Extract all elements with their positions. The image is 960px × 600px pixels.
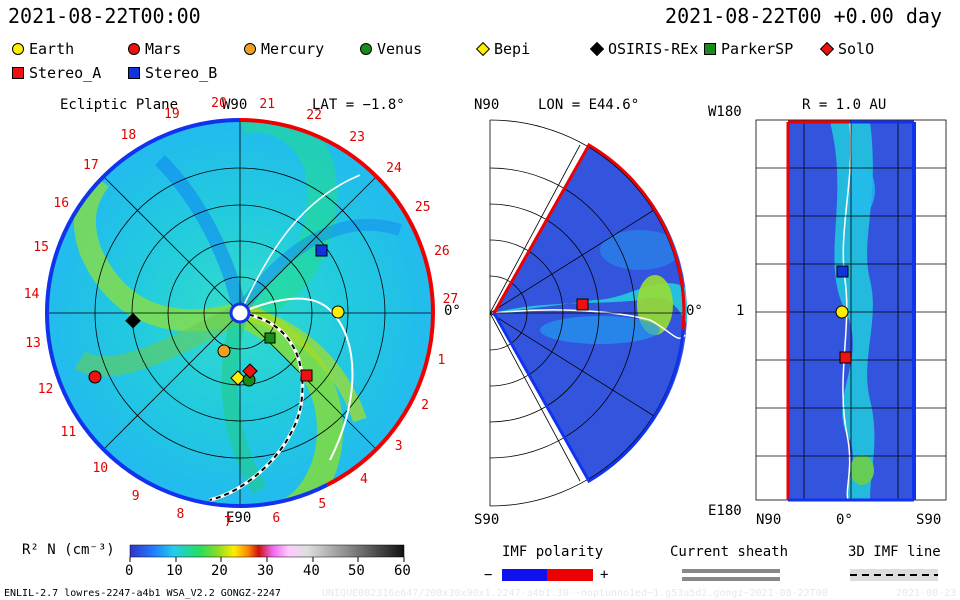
hour-label-3: 3 bbox=[394, 438, 403, 454]
bepi-position-icon bbox=[230, 370, 246, 386]
colorbar-tick-40: 40 bbox=[303, 563, 320, 579]
ecliptic-top-label: W90 bbox=[222, 97, 248, 113]
stereo-b-radial-icon bbox=[836, 265, 849, 278]
ecliptic-plane-plot bbox=[44, 118, 436, 509]
legend-solo: SolO bbox=[819, 40, 874, 58]
hour-label-4: 4 bbox=[359, 472, 368, 488]
legend-osiris-rex: OSIRIS-REx bbox=[589, 40, 698, 58]
header-left-time: 2021-08-22T00:00 bbox=[8, 4, 201, 28]
hour-label-19: 19 bbox=[164, 106, 180, 122]
mercury-marker-icon bbox=[244, 43, 256, 55]
mercury-position-icon bbox=[217, 344, 231, 358]
hour-label-12: 12 bbox=[37, 382, 54, 398]
legend-parkersp: ParkerSP bbox=[704, 40, 793, 58]
radial-x-right: S90 bbox=[916, 512, 942, 528]
footer-run-id: UNIQUE082316e647/208x30x90x1.2247-a4b1.3… bbox=[322, 588, 828, 599]
colorbar-label: R² N (cm⁻³) bbox=[22, 542, 115, 558]
hour-label-15: 15 bbox=[33, 240, 49, 256]
hour-label-16: 16 bbox=[53, 196, 70, 212]
colorbar-tick-60: 60 bbox=[394, 563, 411, 579]
stereo-a-meridional-icon bbox=[576, 298, 589, 311]
hour-label-10: 10 bbox=[92, 461, 109, 477]
hour-label-25: 25 bbox=[414, 200, 431, 216]
ecliptic-right-label: 0° bbox=[444, 303, 461, 319]
legend-earth: Earth bbox=[12, 40, 74, 58]
radial-r-label: R = 1.0 AU bbox=[802, 97, 887, 113]
parkersp-marker-icon bbox=[704, 43, 716, 55]
hour-label-8: 8 bbox=[176, 507, 185, 523]
radial-x-mid: 0° bbox=[836, 512, 853, 528]
imf-line-legend-icon bbox=[850, 569, 938, 581]
legend-stereo-b: Stereo_B bbox=[128, 64, 217, 82]
colorbar-tick-0: 0 bbox=[125, 563, 134, 579]
imf-polarity-bar bbox=[502, 569, 593, 581]
stereo-a-radial-icon bbox=[839, 351, 852, 364]
hour-label-17: 17 bbox=[83, 158, 99, 173]
density-colorbar bbox=[129, 544, 405, 562]
colorbar-tick-30: 30 bbox=[257, 563, 274, 579]
hour-label-20: 20 bbox=[211, 96, 227, 112]
earth-radial-icon bbox=[835, 305, 849, 319]
colorbar-tick-20: 20 bbox=[211, 563, 228, 579]
footer-model-info: ENLIL-2.7 lowres-2247-a4b1 WSA_V2.2 GONG… bbox=[4, 588, 281, 599]
hour-label-6: 6 bbox=[272, 511, 281, 527]
stereo-a-marker-icon bbox=[12, 67, 24, 79]
osiris-rex-position-icon bbox=[125, 312, 141, 329]
hour-label-2: 2 bbox=[421, 398, 429, 414]
hour-label-14: 14 bbox=[23, 287, 40, 303]
current-sheath-legend-icon bbox=[682, 569, 780, 581]
ecliptic-title: Ecliptic Plane bbox=[60, 97, 179, 113]
radial-mid-left: 1 bbox=[736, 303, 745, 319]
legend-mercury: Mercury bbox=[244, 40, 324, 58]
radial-bottom-left: E180 bbox=[708, 503, 742, 519]
hour-label-24: 24 bbox=[386, 161, 402, 177]
meridional-bottom-label: S90 bbox=[474, 512, 500, 528]
ecliptic-bottom-label: E90 bbox=[226, 510, 252, 526]
mars-position-icon bbox=[88, 370, 102, 384]
hour-label-1: 1 bbox=[437, 352, 446, 368]
legend-mars: Mars bbox=[128, 40, 181, 58]
radial-top-left: W180 bbox=[708, 104, 742, 120]
parkersp-position-icon bbox=[264, 332, 276, 344]
current-sheath-label: Current sheath bbox=[670, 544, 789, 560]
stereo-a-position-icon bbox=[300, 369, 313, 382]
stereo-b-marker-icon bbox=[128, 67, 140, 79]
hour-label-9: 9 bbox=[131, 489, 140, 504]
footer-date: 2021-08-23 bbox=[896, 588, 957, 599]
hour-label-21: 21 bbox=[259, 96, 276, 112]
ecliptic-lat: LAT = −1.8° bbox=[312, 97, 405, 113]
meridional-lon: LON = E44.6° bbox=[538, 97, 640, 113]
legend-stereo-a: Stereo_A bbox=[12, 64, 101, 82]
colorbar-tick-10: 10 bbox=[166, 563, 183, 579]
hour-label-26: 26 bbox=[434, 244, 450, 260]
imf-polarity-minus: − bbox=[484, 567, 493, 583]
mars-marker-icon bbox=[128, 43, 140, 55]
legend-venus: Venus bbox=[360, 40, 422, 58]
venus-marker-icon bbox=[360, 43, 372, 55]
imf-polarity-plus: + bbox=[600, 567, 609, 583]
hour-label-23: 23 bbox=[349, 130, 365, 146]
earth-position-icon bbox=[331, 305, 345, 319]
earth-marker-icon bbox=[12, 43, 24, 55]
imf-polarity-label: IMF polarity bbox=[502, 544, 604, 560]
meridional-top-label: N90 bbox=[474, 97, 500, 113]
meridional-plane-plot bbox=[489, 119, 687, 507]
stereo-b-position-icon bbox=[315, 244, 328, 257]
meridional-right-label: 0° bbox=[686, 303, 703, 319]
solo-position-icon bbox=[242, 363, 258, 379]
hour-label-18: 18 bbox=[120, 127, 137, 143]
radial-lat-lon-plot bbox=[755, 119, 947, 502]
hour-label-27: 27 bbox=[442, 291, 459, 307]
hour-label-11: 11 bbox=[60, 424, 77, 440]
colorbar-tick-50: 50 bbox=[348, 563, 365, 579]
imf-line-label: 3D IMF line bbox=[848, 544, 941, 560]
hour-label-22: 22 bbox=[306, 108, 322, 124]
radial-x-left: N90 bbox=[756, 512, 782, 528]
header-right-time: 2021-08-22T00 +0.00 day bbox=[665, 4, 942, 28]
legend-bepi: Bepi bbox=[475, 40, 530, 58]
hour-label-13: 13 bbox=[25, 335, 41, 351]
hour-label-7: 7 bbox=[224, 514, 232, 530]
hour-label-5: 5 bbox=[318, 496, 327, 512]
